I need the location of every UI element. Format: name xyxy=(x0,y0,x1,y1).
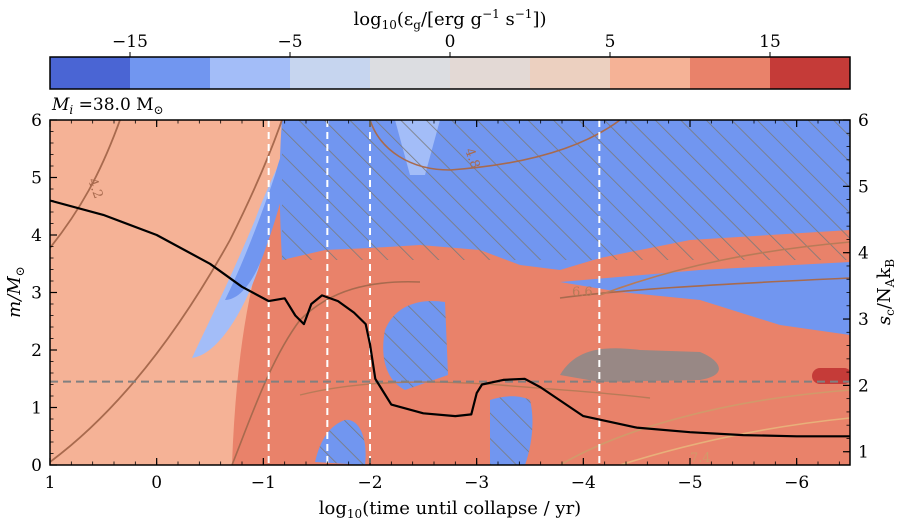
contour-label-3: 6.6 xyxy=(572,285,593,300)
right-y-tick-label: 6 xyxy=(858,111,869,131)
hot-spot-right xyxy=(812,368,850,384)
colorbar xyxy=(49,56,851,90)
x-tick-label: −5 xyxy=(677,473,702,493)
colorbar-segment xyxy=(50,57,131,89)
contour-line-7 xyxy=(559,389,850,465)
x-tick-label: 1 xyxy=(45,473,56,493)
colorbar-segment xyxy=(450,57,531,89)
colorbar-segment xyxy=(610,57,691,89)
colorbar-segment xyxy=(530,57,611,89)
colorbar-segment xyxy=(130,57,211,89)
hatched-upper xyxy=(282,120,850,260)
overlay-lines xyxy=(50,120,850,465)
central-entropy-curve xyxy=(50,199,850,438)
left-y-tick-label: 3 xyxy=(31,284,42,304)
cooling-mid-band xyxy=(560,262,850,335)
left-y-tick-label: 6 xyxy=(31,111,42,131)
hatched-lower-center xyxy=(490,396,533,465)
colorbar-segment xyxy=(770,57,851,89)
contour-line-5 xyxy=(559,277,850,299)
colorbar-segment xyxy=(370,57,451,89)
x-tick-label: −3 xyxy=(464,473,489,493)
heatmap-area xyxy=(50,120,850,465)
contour-line-6 xyxy=(599,241,850,296)
right-y-tick-label: 4 xyxy=(858,244,869,264)
initial-mass-annotation: Mi =38.0 M⊙ xyxy=(51,95,164,117)
right-y-axis-title: sc/NAkB xyxy=(874,259,897,325)
left-y-axis-title: m/M⊙ xyxy=(4,266,27,318)
contour-line-1 xyxy=(50,120,283,463)
colorbar-segment xyxy=(210,57,291,89)
contour-line-9 xyxy=(299,381,651,399)
left-y-tick-label: 2 xyxy=(31,341,42,361)
right-y-tick-label: 1 xyxy=(858,443,869,463)
contour-label-1: 4.2 xyxy=(84,176,105,201)
x-tick-label: −1 xyxy=(251,473,276,493)
colorbar-tick-label: 15 xyxy=(759,32,781,52)
right-y-tick-label: 3 xyxy=(858,310,869,330)
left-y-tick-label: 5 xyxy=(31,169,42,189)
colorbar-tick-label: −15 xyxy=(112,32,148,52)
x-tick-label: 0 xyxy=(151,473,162,493)
left-y-tick-label: 4 xyxy=(31,226,42,246)
right-y-tick-label: 2 xyxy=(858,376,869,396)
colorbar-tick-label: 0 xyxy=(445,32,456,52)
colorbar-tick-label: 5 xyxy=(605,32,616,52)
colorbar-segment xyxy=(290,57,371,89)
colorbar-ticks: −15 −5 0 5 15 xyxy=(112,32,781,57)
x-tick-label: −4 xyxy=(571,473,596,493)
x-tick-label: −2 xyxy=(357,473,382,493)
left-y-tick-label: 1 xyxy=(31,399,42,419)
colorbar-title: log10(εg/[erg g−1 s−1]) xyxy=(354,7,547,32)
cooling-region-inner-left xyxy=(225,122,297,300)
colorbar-segment xyxy=(690,57,771,89)
colorbar-tick-label: −5 xyxy=(277,32,302,52)
hatched-lower-left xyxy=(315,419,366,465)
x-axis-title: log10(time until collapse / yr) xyxy=(319,498,581,521)
x-axis-ticks: 1 0 −1 −2 −3 −4 −5 −6 xyxy=(45,120,840,493)
contour-line-4 xyxy=(369,120,621,171)
left-y-tick-label: 0 xyxy=(31,456,42,476)
left-y-axis-ticks: 0 1 2 3 4 5 6 xyxy=(31,111,57,476)
contour-label-4: 7.4 xyxy=(690,451,711,466)
x-tick-label: −6 xyxy=(784,473,809,493)
contour-line-2 xyxy=(50,120,121,249)
hatched-center-pocket xyxy=(383,300,448,390)
contour-label-2: 4.8 xyxy=(461,146,482,171)
right-y-axis-ticks: 1 2 3 4 5 6 xyxy=(843,111,869,463)
right-y-tick-label: 5 xyxy=(858,177,869,197)
